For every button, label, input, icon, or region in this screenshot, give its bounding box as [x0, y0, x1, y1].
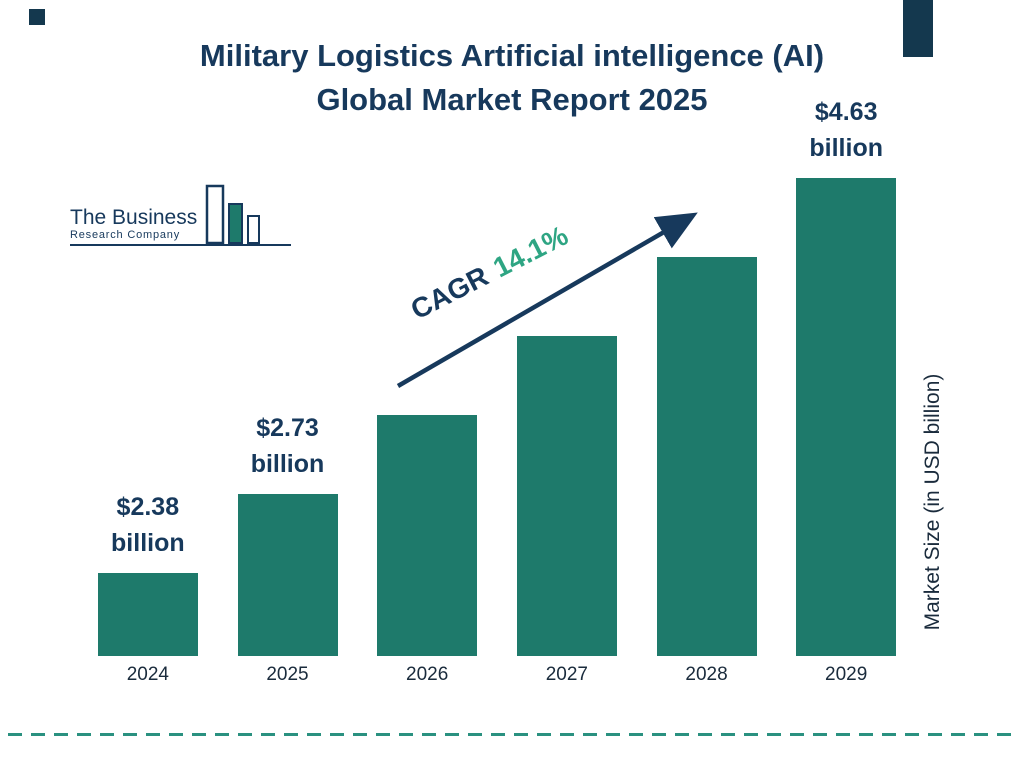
- logo-bar-chart-icon: [205, 184, 261, 244]
- company-logo-text: The Business Research Company: [70, 205, 205, 244]
- bar-column-2027: 2027: [497, 90, 637, 690]
- bar-2026: [377, 415, 478, 656]
- page-title-line2: Global Market Report 2025: [316, 82, 708, 118]
- bar-column-2024: $2.38 billion 2024: [78, 90, 218, 690]
- bar-value-label-2029: $4.63 billion: [809, 97, 883, 162]
- bar-column-2028: 2028: [637, 90, 777, 690]
- x-axis-label-2026: 2026: [406, 664, 449, 685]
- y-axis-label: Market Size (in USD billion): [921, 373, 944, 631]
- x-axis-label-2027: 2027: [545, 664, 588, 685]
- bar-chart: $2.38 billion 2024 $2.73 billion 2025 2026 2027…: [78, 90, 916, 690]
- bar-value-label-2024: $2.38 billion: [111, 492, 185, 557]
- company-logo: The Business Research Company: [70, 182, 292, 246]
- page-title: Military Logistics Artificial intelligen…: [0, 34, 1024, 122]
- bar-value-label-2025: $2.73 billion: [250, 413, 325, 478]
- x-axis-label-2028: 2028: [685, 664, 728, 685]
- bar-2029: [796, 178, 897, 656]
- x-axis-label-2024: 2024: [126, 664, 169, 685]
- company-subname: Research Company: [70, 229, 181, 241]
- bar-2024: [97, 573, 198, 656]
- page-title-line1: Military Logistics Artificial intelligen…: [199, 38, 825, 73]
- corner-accent-top-left: [29, 9, 45, 25]
- bar-column-2025: $2.73 billion 2025: [218, 90, 358, 690]
- bar-2028: [656, 257, 757, 656]
- x-axis-label-2025: 2025: [266, 664, 309, 685]
- bottom-divider: [8, 733, 1016, 736]
- corner-accent-top-right: [903, 0, 933, 57]
- x-axis-label-2029: 2029: [825, 664, 868, 685]
- bar-2025: [237, 494, 338, 656]
- bar-column-2029: $4.63 billion 2029: [776, 90, 916, 690]
- company-name: The Business: [70, 205, 198, 229]
- bar-column-2026: 2026: [357, 90, 497, 690]
- bar-2027: [516, 336, 617, 656]
